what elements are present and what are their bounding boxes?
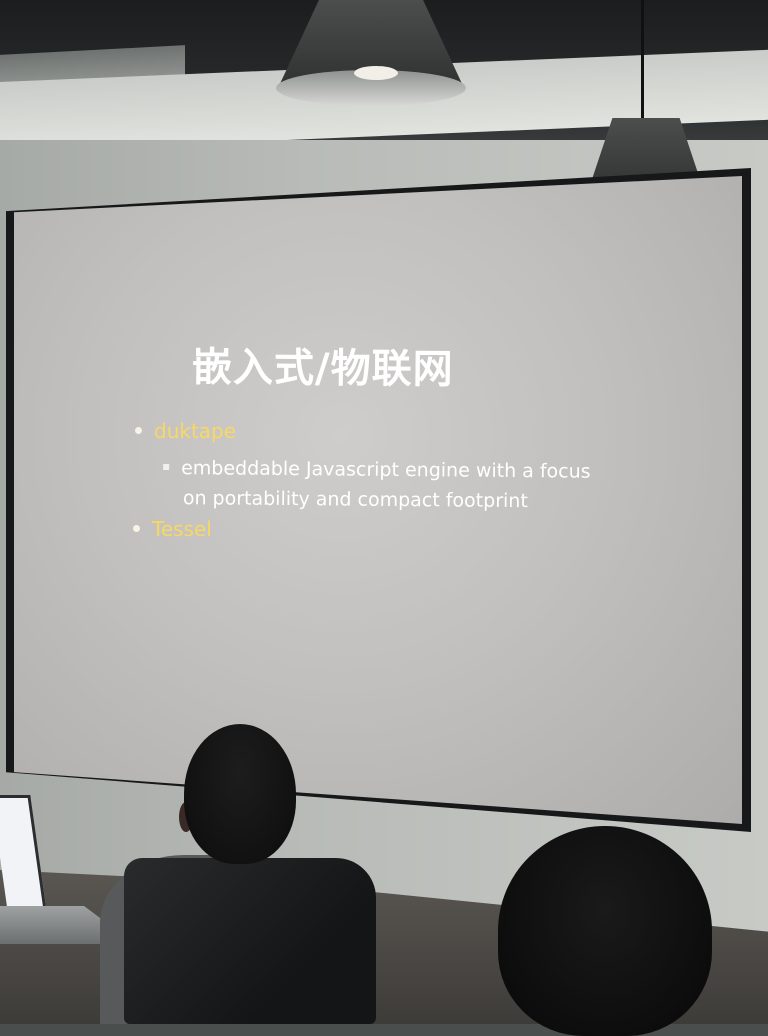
square-bullet-icon bbox=[163, 463, 170, 470]
slide-title: 嵌入式/物联网 bbox=[191, 344, 454, 393]
projection-screen bbox=[14, 176, 742, 824]
lamp-bulb-left bbox=[354, 66, 398, 80]
bullet-dot-icon bbox=[135, 427, 142, 434]
sub-bullet-line-1: embeddable Javascript engine with a focu… bbox=[181, 457, 591, 483]
sub-bullet-line-2: on portability and compact footprint bbox=[182, 487, 528, 513]
bullet-label: Tessel bbox=[152, 517, 212, 541]
bullet-tessel: Tessel bbox=[133, 517, 212, 541]
bullet-duktape: duktape bbox=[135, 419, 236, 443]
bullet-dot-icon bbox=[133, 525, 140, 532]
audience-member-head-foreground bbox=[498, 826, 712, 1036]
lamp-wire-right bbox=[641, 0, 644, 120]
bullet-label: duktape bbox=[154, 419, 237, 443]
sub-bullet-duktape-description: embeddable Javascript engine with a focu… bbox=[163, 453, 634, 517]
audience-member-head bbox=[184, 724, 296, 864]
office-chair bbox=[124, 858, 376, 1024]
